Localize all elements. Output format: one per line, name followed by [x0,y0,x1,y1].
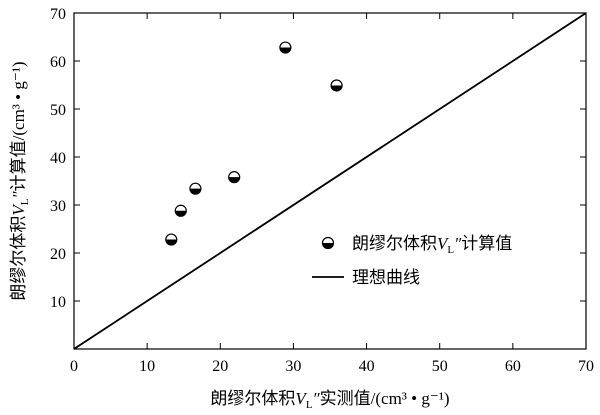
data-point-1 [165,233,178,246]
data-point-4 [228,171,241,184]
x-title-part-1: 朗缪尔体积 [210,389,295,408]
y-tick-label-20: 20 [50,246,66,263]
x-tick-label-0: 0 [70,358,78,375]
x-tick-label-30: 30 [285,358,301,375]
tick-marks [74,13,586,349]
y-axis-title: 朗缪尔体积VL″计算值/(cm³ • g⁻¹) [9,61,31,300]
legend-points-prime: ″ [454,234,462,253]
x-title-prime: ″ [313,389,321,408]
legend-points-var: V [437,234,450,253]
y-title-prime: ″ [9,190,28,198]
x-tick-label-40: 40 [359,358,375,375]
legend-points-part-1: 朗缪尔体积 [352,234,437,253]
x-tick-label-20: 20 [212,358,228,375]
legend-points-sub: L [447,244,454,256]
y-title-sub: L [19,198,31,205]
x-tick-label-50: 50 [432,358,448,375]
legend-points-part-2: 计算值 [461,234,512,253]
plot-frame [73,12,587,350]
y-title-var: V [9,203,28,216]
y-tick-label-10: 10 [50,294,66,311]
x-tick-label-60: 60 [505,358,521,375]
data-point-5 [279,41,292,54]
y-tick-label-70: 70 [50,6,66,23]
x-tick-label-10: 10 [139,358,155,375]
y-title-part-2: 计算值/(cm³ • g⁻¹) [9,61,28,191]
data-points [165,41,343,246]
legend-label-line: 理想曲线 [352,268,420,287]
legend: 朗缪尔体积VL″计算值 理想曲线 [312,234,512,287]
x-axis-title: 朗缪尔体积VL″实测值/(cm³ • g⁻¹) [210,389,449,411]
x-title-part-2: 实测值/(cm³ • g⁻¹) [320,389,450,408]
data-point-3 [189,182,202,195]
y-tick-labels: 10 20 30 40 50 60 70 [50,6,66,311]
data-point-2 [174,204,187,217]
legend-marker-points [321,236,335,250]
ideal-curve-line [74,13,586,349]
ideal-curve-layer [74,13,586,349]
y-tick-label-40: 40 [50,150,66,167]
y-tick-label-30: 30 [50,198,66,215]
x-tick-label-70: 70 [578,358,594,375]
x-tick-labels: 0 10 20 30 40 50 60 70 [70,358,594,375]
y-tick-label-50: 50 [50,102,66,119]
legend-label-points: 朗缪尔体积VL″计算值 [352,234,512,256]
y-tick-label-60: 60 [50,54,66,71]
y-title-part-1: 朗缪尔体积 [9,216,28,301]
x-title-sub: L [306,399,313,411]
x-title-var: V [295,389,308,408]
data-point-6 [330,79,343,92]
